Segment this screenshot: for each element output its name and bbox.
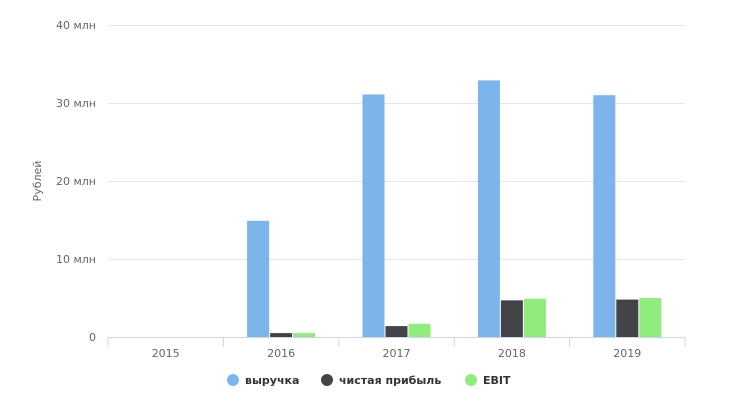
y-tick-label: 20 млн [56, 175, 96, 188]
bar-EBIT-2018[interactable] [523, 298, 546, 337]
legend-item[interactable]: EBIT [465, 374, 511, 387]
x-tick-label: 2016 [267, 347, 295, 360]
y-tick-label: 10 млн [56, 253, 96, 266]
bar-EBIT-2016[interactable] [293, 333, 316, 337]
legend-item[interactable]: чистая прибыль [321, 374, 441, 387]
y-tick-label: 40 млн [56, 19, 96, 32]
legend-label: выручка [245, 374, 299, 387]
bar-чистая-прибыль-2017[interactable] [385, 326, 408, 337]
legend-marker [465, 374, 477, 386]
legend-item[interactable]: выручка [227, 374, 299, 387]
legend-label: чистая прибыль [339, 374, 441, 387]
x-tick-label: 2018 [498, 347, 526, 360]
bar-чистая-прибыль-2018[interactable] [500, 300, 523, 337]
x-axis-ticks: 2015 2016 2017 2018 2019 [107, 337, 686, 360]
bar-выручка-2019[interactable] [593, 95, 616, 337]
y-tick-label: 0 [89, 331, 96, 344]
bar-выручка-2016[interactable] [247, 220, 270, 337]
y-axis-ticks: 0 10 млн 20 млн 30 млн 40 млн [56, 19, 96, 344]
legend-marker [227, 374, 239, 386]
y-tick-label: 30 млн [56, 97, 96, 110]
bar-EBIT-2017[interactable] [408, 323, 431, 337]
x-tick-label: 2019 [613, 347, 641, 360]
bar-EBIT-2019[interactable] [639, 298, 662, 337]
bar-чистая-прибыль-2016[interactable] [270, 333, 293, 337]
bar-чистая-прибыль-2019[interactable] [616, 299, 639, 337]
bar-выручка-2017[interactable] [362, 94, 385, 337]
bar-выручка-2018[interactable] [477, 80, 500, 337]
x-tick-label: 2017 [383, 347, 411, 360]
legend-marker [321, 374, 333, 386]
bars [247, 80, 662, 337]
grid-lines [108, 25, 685, 260]
y-axis-title: Рублей [31, 161, 44, 202]
legend: выручка чистая прибыль EBIT [227, 374, 511, 387]
legend-label: EBIT [483, 374, 511, 387]
x-tick-label: 2015 [152, 347, 180, 360]
